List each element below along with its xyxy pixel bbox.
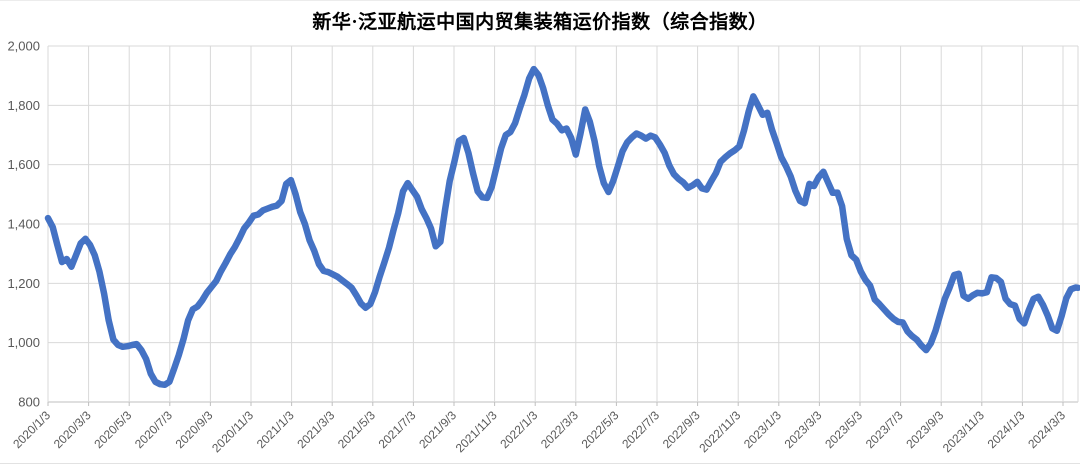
x-axis-tick-label: 2020/3/3 bbox=[51, 408, 94, 451]
x-axis-tick-label: 2024/3/3 bbox=[1025, 408, 1068, 451]
x-axis-tick-label: 2021/7/3 bbox=[376, 408, 419, 451]
y-axis-tick-label: 800 bbox=[18, 395, 40, 410]
x-axis-tick-label: 2020/7/3 bbox=[132, 408, 175, 451]
y-axis-tick-label: 1,600 bbox=[7, 157, 40, 172]
y-axis-tick-label: 1,000 bbox=[7, 335, 40, 350]
x-axis-tick-label: 2020/1/3 bbox=[10, 408, 53, 451]
y-axis-tick-label: 1,400 bbox=[7, 217, 40, 232]
x-axis-tick-label: 2023/7/3 bbox=[863, 408, 906, 451]
x-axis-tick-label: 2023/1/3 bbox=[741, 408, 784, 451]
x-axis-tick-label: 2023/3/3 bbox=[782, 408, 825, 451]
x-axis-tick-label: 2021/5/3 bbox=[335, 408, 378, 451]
x-axis-tick-label: 2022/5/3 bbox=[579, 408, 622, 451]
x-axis-tick-label: 2021/3/3 bbox=[294, 408, 337, 451]
x-axis-tick-label: 2023/5/3 bbox=[822, 408, 865, 451]
x-axis-tick-label: 2022/11/3 bbox=[696, 408, 743, 455]
y-axis-tick-label: 1,200 bbox=[7, 276, 40, 291]
x-axis-tick-label: 2020/11/3 bbox=[209, 408, 256, 455]
x-axis-tick-label: 2021/11/3 bbox=[453, 408, 500, 455]
x-axis-tick-label: 2020/5/3 bbox=[91, 408, 134, 451]
x-axis-tick-label: 2022/1/3 bbox=[497, 408, 540, 451]
y-axis-tick-label: 2,000 bbox=[7, 39, 40, 54]
x-axis-tick-label: 2023/11/3 bbox=[940, 408, 987, 455]
chart-title: 新华·泛亚航运中国内贸集装箱运价指数（综合指数） bbox=[312, 12, 768, 33]
x-axis-tick-label: 2022/3/3 bbox=[538, 408, 581, 451]
index-line-series bbox=[44, 65, 1080, 389]
y-axis-tick-label: 1,800 bbox=[7, 98, 40, 113]
x-axis-tick-label: 2024/1/3 bbox=[985, 408, 1028, 451]
x-axis-tick-label: 2022/7/3 bbox=[619, 408, 662, 451]
x-axis-tick-label: 2021/1/3 bbox=[254, 408, 297, 451]
